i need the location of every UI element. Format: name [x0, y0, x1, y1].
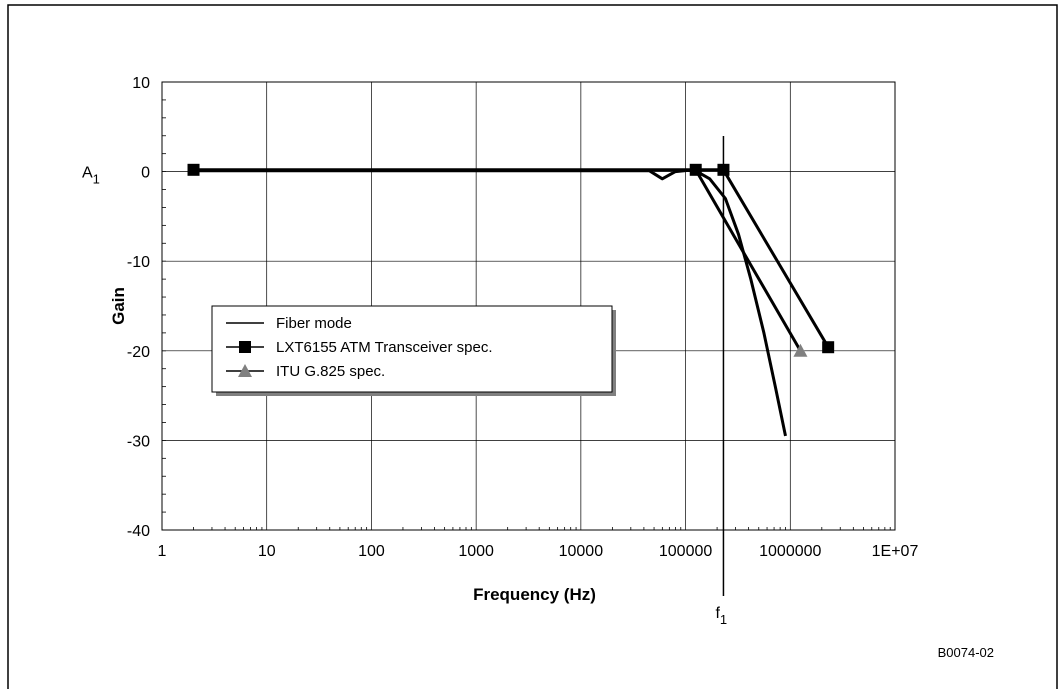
legend-swatch-triangle	[238, 364, 252, 377]
legend-label: Fiber mode	[276, 315, 352, 332]
legend-swatch-square	[239, 341, 251, 353]
series-marker-triangle	[793, 343, 808, 357]
x-tick-label: 1000	[458, 543, 494, 560]
a1-label-sub: 1	[93, 172, 100, 187]
legend-box	[211, 305, 613, 393]
plot-area	[161, 81, 896, 531]
series-layer	[187, 163, 835, 437]
y-tick-label: 0	[141, 165, 150, 182]
legend-label: LXT6155 ATM Transceiver spec.	[276, 339, 492, 356]
x-tick-label: 10	[258, 543, 276, 560]
figure-border	[7, 4, 1058, 689]
y-tick-label: -30	[127, 433, 150, 450]
x-tick-label: 1000000	[759, 543, 821, 560]
y-tick-label: -20	[127, 344, 150, 361]
x-tick-label: 1	[158, 543, 167, 560]
series-line	[193, 168, 787, 437]
series-marker-square	[187, 163, 200, 176]
legend: Fiber mode LXT6155 ATM Transceiver spec. I…	[211, 305, 616, 396]
series-line	[694, 169, 802, 352]
a1-label-main: A	[82, 165, 93, 182]
figure-id: B0074-02	[938, 645, 994, 660]
y-axis-title: Gain	[109, 287, 128, 325]
y-tick-label: -40	[127, 523, 150, 540]
a1-label: A1	[82, 165, 100, 187]
x-tick-label: 100	[358, 543, 385, 560]
x-tick-label: 1E+07	[872, 543, 919, 560]
x-axis-title: Frequency (Hz)	[473, 585, 596, 604]
f1-label-sub: 1	[720, 612, 727, 627]
x-tick-label: 10000	[559, 543, 604, 560]
minor-ticks	[162, 81, 891, 531]
y-tick-label: -10	[127, 254, 150, 271]
f1-label: f1	[715, 605, 727, 627]
x-tick-label: 100000	[659, 543, 712, 560]
legend-label: ITU G.825 spec.	[276, 363, 385, 380]
y-tick-labels: 10 0 -10 -20 -30 -40	[127, 75, 150, 540]
series-marker-square	[822, 341, 835, 354]
series-line	[193, 168, 830, 348]
x-tick-labels: 1 10 100 1000 10000 100000 1000000 1E+07	[158, 543, 919, 560]
f1-label-main: f	[715, 605, 720, 622]
y-tick-label: 10	[132, 75, 150, 92]
